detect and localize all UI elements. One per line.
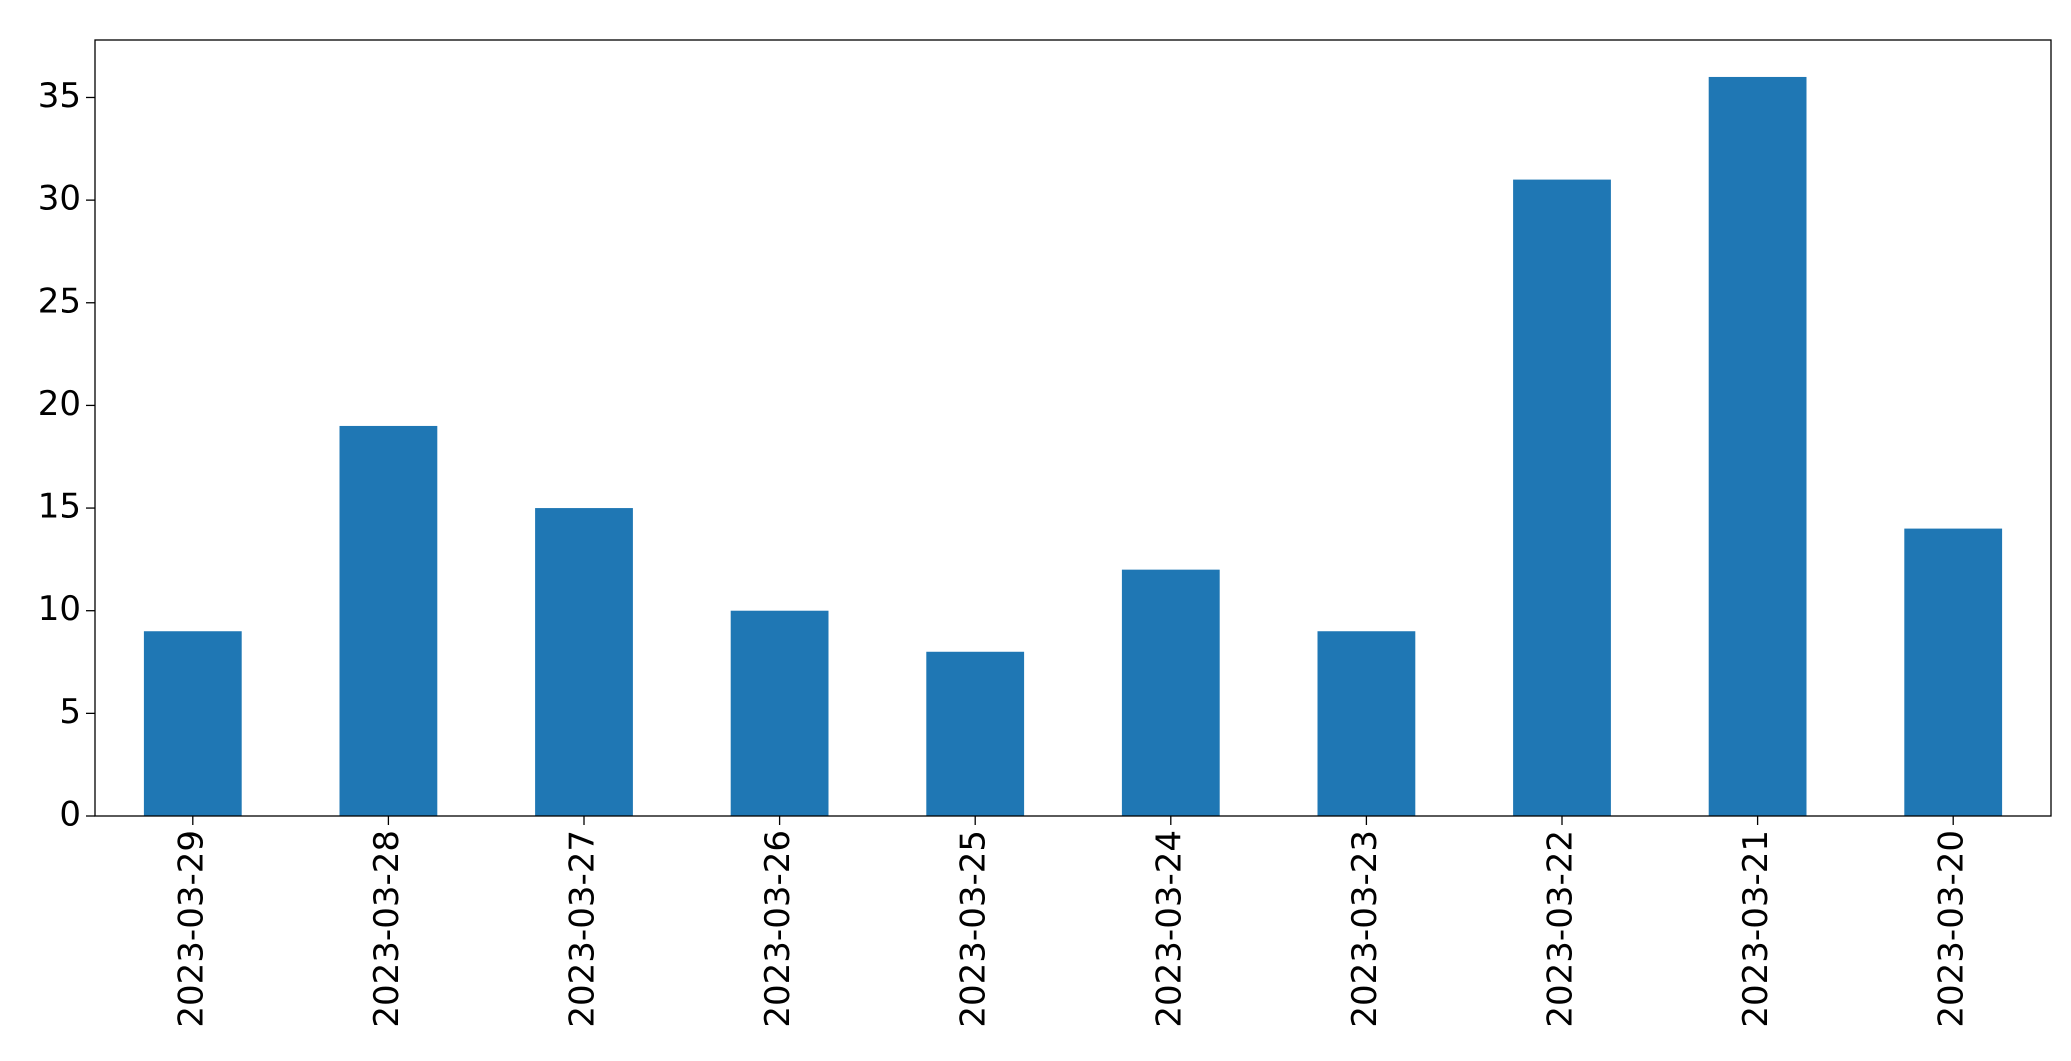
x-tick-label: 2023-03-29 <box>171 830 211 1028</box>
bar <box>1121 569 1220 816</box>
x-tick-label: 2023-03-27 <box>563 830 603 1028</box>
bar <box>1513 179 1611 816</box>
y-tick-label: 15 <box>38 487 81 527</box>
x-tick-label: 2023-03-23 <box>1345 830 1385 1028</box>
y-tick-label: 25 <box>38 281 81 321</box>
x-tick-label: 2023-03-21 <box>1736 830 1776 1028</box>
bar <box>339 425 438 816</box>
bar <box>1904 528 2003 816</box>
bar <box>926 651 1025 816</box>
y-tick-label: 35 <box>38 76 81 116</box>
bar <box>1317 631 1416 816</box>
y-tick-label: 20 <box>38 384 81 424</box>
x-tick-label: 2023-03-24 <box>1149 830 1189 1028</box>
bar <box>143 631 242 816</box>
x-tick-label: 2023-03-20 <box>1932 830 1972 1028</box>
y-tick-label: 30 <box>38 179 81 219</box>
x-tick-label: 2023-03-22 <box>1541 830 1581 1028</box>
y-tick-label: 0 <box>59 795 81 835</box>
y-tick-label: 10 <box>38 589 81 629</box>
plot-frame <box>94 39 2052 817</box>
x-tick-label: 2023-03-26 <box>758 830 798 1028</box>
bar <box>1708 76 1807 816</box>
x-tick-label: 2023-03-25 <box>954 830 994 1028</box>
bar <box>535 508 633 816</box>
x-tick-label: 2023-03-28 <box>367 830 407 1028</box>
y-tick-label: 5 <box>59 692 81 732</box>
bar <box>730 610 829 816</box>
